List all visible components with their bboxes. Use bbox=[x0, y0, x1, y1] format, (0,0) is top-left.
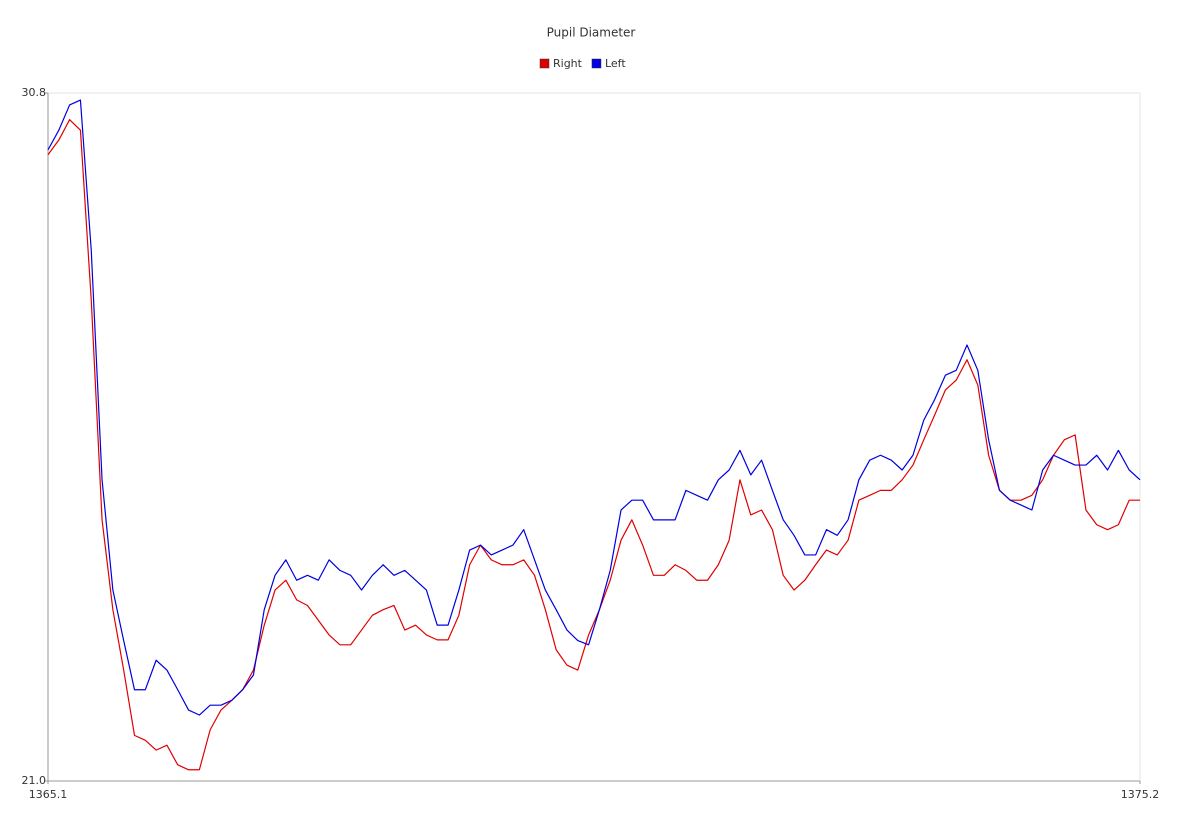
data-line bbox=[47, 119, 1140, 771]
y-tick-label: 30.8 bbox=[22, 86, 47, 99]
data-line bbox=[47, 99, 1141, 716]
legend-swatch bbox=[539, 58, 550, 69]
legend: Right Left bbox=[539, 57, 626, 70]
plot-frame bbox=[47, 92, 1141, 782]
x-tick-label: 1365.1 bbox=[29, 788, 68, 801]
legend-item: Left bbox=[591, 57, 626, 70]
legend-item: Right bbox=[539, 57, 583, 70]
y-tick-label: 21.0 bbox=[22, 774, 47, 787]
legend-label: Right bbox=[553, 57, 583, 70]
legend-label: Left bbox=[605, 57, 626, 70]
x-tick-label: 1375.2 bbox=[1121, 788, 1160, 801]
legend-swatch bbox=[591, 58, 602, 69]
chart-title: Pupil Diameter bbox=[547, 26, 636, 40]
